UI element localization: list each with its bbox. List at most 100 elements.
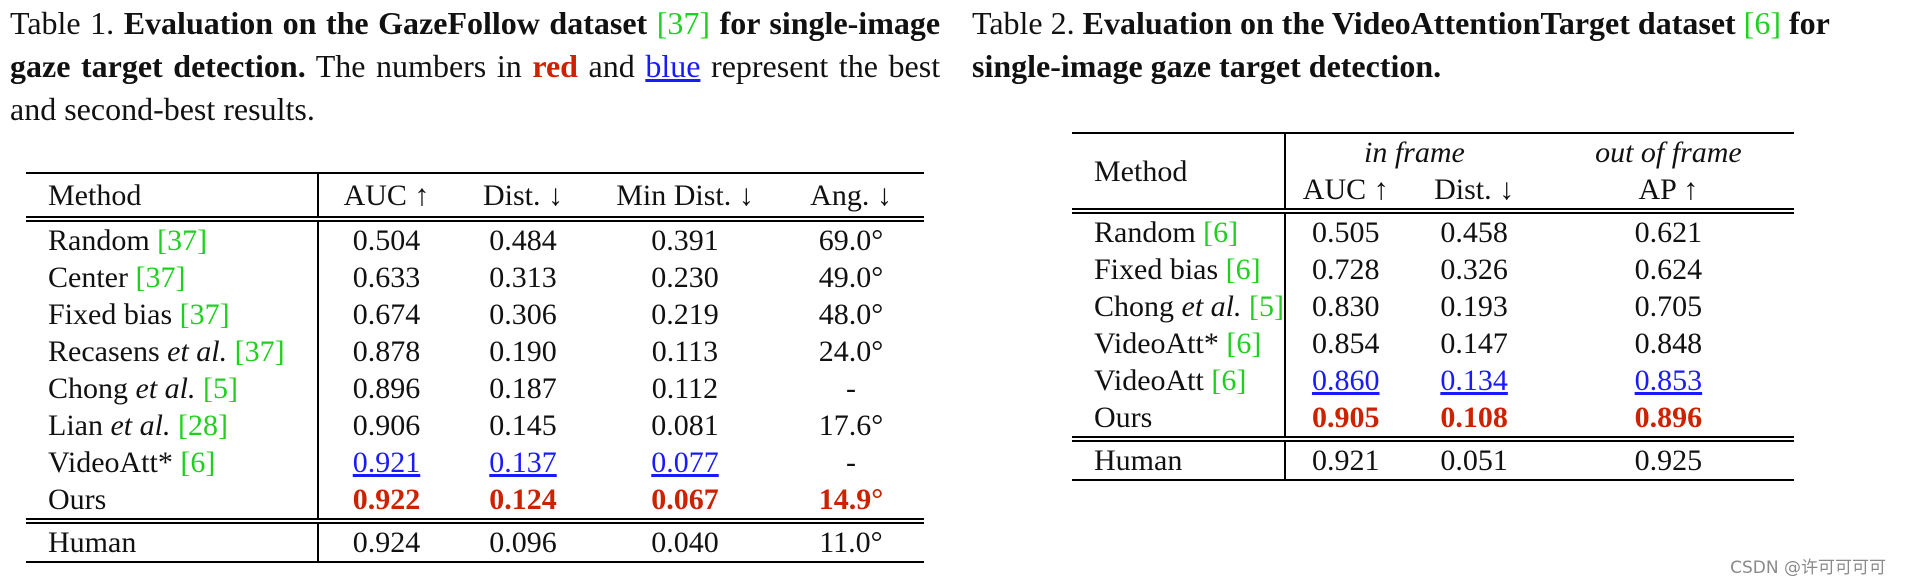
dist-value: 0.458 — [1440, 216, 1508, 249]
group-header-out-of-frame: out of frame — [1595, 136, 1742, 169]
dist-value: 0.187 — [489, 372, 557, 405]
auc-value: 0.860 — [1311, 364, 1380, 397]
method-name: Chong — [48, 372, 129, 405]
ap-cell: 0.624 — [1543, 251, 1794, 288]
method-name: Fixed bias — [1094, 253, 1219, 286]
citation-link[interactable]: [6] — [1225, 253, 1261, 286]
citation-link[interactable]: [6] — [1226, 327, 1262, 360]
table1-title-rest: for single-image gaze target detection. — [10, 5, 941, 84]
ang-cell: - — [778, 444, 924, 481]
table1-header-row: Method AUC ↑ Dist. ↓ Min Dist. ↓ Ang. ↓ — [26, 173, 924, 219]
method-name: VideoAtt* — [1094, 327, 1219, 360]
auc-cell: 0.854 — [1285, 325, 1405, 362]
ang-cell: 24.0° — [778, 333, 924, 370]
method-name: Random — [1094, 216, 1196, 249]
table1-title-citation[interactable]: [37] — [656, 5, 711, 41]
table2-title-citation[interactable]: [6] — [1743, 5, 1781, 41]
auc-cell: 0.505 — [1285, 211, 1405, 251]
ang-cell: 48.0° — [778, 296, 924, 333]
ang-value: - — [846, 372, 856, 405]
method-name: Random — [48, 224, 150, 257]
citation-link[interactable]: [5] — [1249, 290, 1284, 323]
auc-cell: 0.896 — [318, 370, 454, 407]
table-row: Random [6] 0.505 0.458 0.621 — [1072, 211, 1794, 251]
min-dist-cell: 0.230 — [592, 259, 778, 296]
ap-cell: 0.896 — [1543, 399, 1794, 439]
auc-value: 0.896 — [352, 372, 421, 405]
dist-value: 0.326 — [1440, 253, 1508, 286]
et-al: et al. — [135, 372, 196, 405]
citation-link[interactable]: [5] — [203, 372, 238, 405]
auc-cell: 0.921 — [318, 444, 454, 481]
citation-link[interactable]: [28] — [177, 409, 228, 442]
ap-value: 0.853 — [1634, 364, 1703, 397]
dist-cell: 0.137 — [454, 444, 592, 481]
auc-cell: 0.633 — [318, 259, 454, 296]
citation-link[interactable]: [6] — [180, 446, 216, 479]
auc-value: 0.921 — [352, 446, 421, 479]
method-cell: Lian et al. [28] — [26, 407, 319, 444]
auc-value: 0.504 — [352, 224, 421, 257]
min-dist-cell: 0.077 — [592, 444, 778, 481]
min-dist-value: 0.113 — [651, 335, 719, 368]
method-cell: Fixed bias [37] — [26, 296, 319, 333]
table-row: Ours 0.922 0.124 0.067 14.9° — [26, 481, 924, 521]
videoattentiontarget-results-table: Method in frame out of frame AUC ↑ Dist.… — [1072, 132, 1794, 481]
citation-link[interactable]: [37] — [234, 335, 285, 368]
table2-header-row: AUC ↑ Dist. ↓ AP ↑ — [1072, 171, 1794, 211]
method-cell: VideoAtt* [6] — [1072, 325, 1286, 362]
citation-link[interactable]: [37] — [157, 224, 208, 257]
min-dist-value: 0.077 — [651, 446, 719, 479]
method-cell: Chong et al. [5] — [1072, 288, 1286, 325]
dist-cell: 0.313 — [454, 259, 592, 296]
ap-cell: 0.853 — [1543, 362, 1794, 399]
ang-cell: 14.9° — [778, 481, 924, 521]
min-dist-cell: 0.219 — [592, 296, 778, 333]
auc-cell: 0.878 — [318, 333, 454, 370]
citation-link[interactable]: [6] — [1203, 216, 1239, 249]
table-row: Center [37] 0.633 0.313 0.230 49.0° — [26, 259, 924, 296]
ang-value: 69.0° — [818, 224, 884, 257]
auc-value: 0.633 — [352, 261, 421, 294]
et-al: et al. — [167, 335, 228, 368]
auc-value: 0.905 — [1311, 401, 1380, 434]
group-header-in-frame: in frame — [1363, 136, 1465, 169]
table-row: Ours 0.905 0.108 0.896 — [1072, 399, 1794, 439]
ang-cell: 17.6° — [778, 407, 924, 444]
column-header-method: Method — [1072, 133, 1286, 211]
citation-link[interactable]: [6] — [1211, 364, 1247, 397]
citation-link[interactable]: [37] — [135, 261, 186, 294]
et-al: et al. — [110, 409, 171, 442]
table2-label: Table 2. — [972, 5, 1075, 41]
method-name: Fixed bias — [48, 298, 173, 331]
auc-cell: 0.674 — [318, 296, 454, 333]
dist-value: 0.484 — [489, 224, 557, 257]
dist-cell: 0.187 — [454, 370, 592, 407]
method-cell: Random [37] — [26, 219, 319, 259]
dist-cell: 0.124 — [454, 481, 592, 521]
column-header-auc: AUC ↑ — [343, 178, 430, 212]
dist-cell: 0.134 — [1405, 362, 1542, 399]
table1-caption-text: The numbers in — [315, 48, 522, 84]
citation-link[interactable]: [37] — [179, 298, 230, 331]
min-dist-cell: 0.067 — [592, 481, 778, 521]
auc-cell: 0.860 — [1285, 362, 1405, 399]
method-cell: Random [6] — [1072, 211, 1286, 251]
dist-value: 0.193 — [1440, 290, 1508, 323]
auc-cell: 0.906 — [318, 407, 454, 444]
dist-cell: 0.108 — [1405, 399, 1542, 439]
dist-cell: 0.145 — [454, 407, 592, 444]
dist-cell: 0.306 — [454, 296, 592, 333]
dist-value: 0.190 — [489, 335, 557, 368]
auc-value: 0.728 — [1311, 253, 1380, 286]
column-header-ap: AP ↑ — [1638, 173, 1699, 206]
ang-value: 24.0° — [818, 335, 884, 368]
min-dist-value: 0.219 — [651, 298, 719, 331]
table-row: Recasens et al. [37] 0.878 0.190 0.113 24.0° — [26, 333, 924, 370]
table1-label: Table 1. — [10, 5, 115, 41]
ap-value: 0.624 — [1634, 253, 1703, 286]
column-header-dist: Dist. ↓ — [482, 178, 563, 212]
dist-cell: 0.051 — [1440, 444, 1508, 477]
dist-cell: 0.190 — [454, 333, 592, 370]
ang-value: 14.9° — [818, 483, 884, 516]
